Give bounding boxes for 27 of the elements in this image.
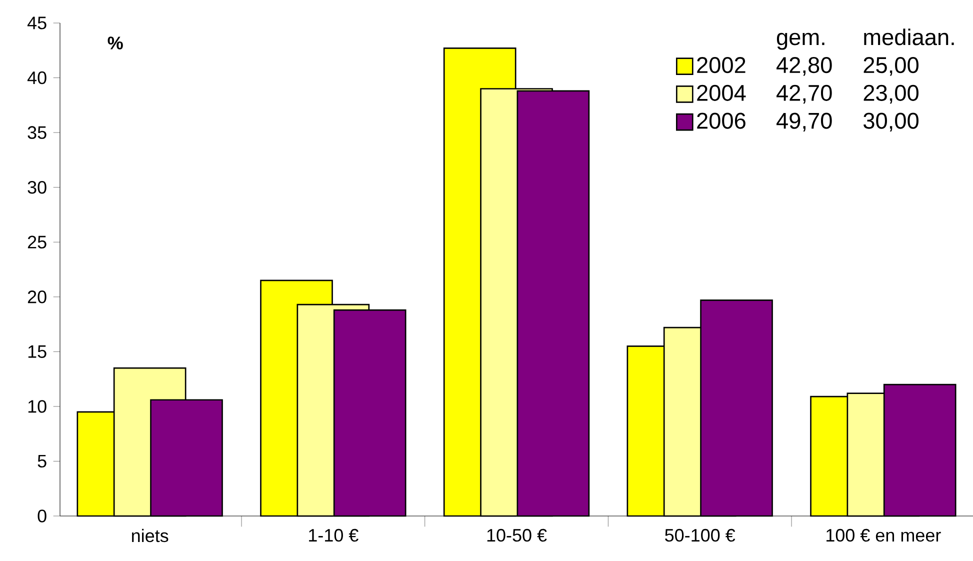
legend-label: 2002 <box>697 57 746 74</box>
y-tick-label: 15 <box>28 345 46 358</box>
annotation: 23,00 <box>864 84 918 104</box>
legend-label: 2004 <box>697 84 746 101</box>
legend-label: 2006 <box>697 112 746 129</box>
y-tick-label: 10 <box>28 400 46 413</box>
annotation: 49,70 <box>776 112 832 132</box>
annotation: 42,80 <box>776 57 832 76</box>
y-tick-label: 40 <box>27 71 46 84</box>
x-tick-label: 10-50 € <box>487 528 547 542</box>
y-tick-label: 5 <box>38 454 46 468</box>
y-axis-title: % <box>108 36 123 50</box>
x-tick-label: 1-10 € <box>309 528 358 542</box>
y-tick-label: 30 <box>28 180 46 194</box>
y-tick-label: 25 <box>28 236 46 248</box>
annotation: 42,70 <box>776 84 832 104</box>
x-tick-label: 100 € en meer <box>826 528 941 542</box>
x-tick-label: niets <box>132 528 168 542</box>
annotation: gem. <box>776 32 824 50</box>
annotation: 30,00 <box>864 112 918 132</box>
y-tick-label: 0 <box>38 510 46 522</box>
y-tick-label: 35 <box>28 126 46 139</box>
y-tick-label: 45 <box>27 16 46 30</box>
annotation: 25,00 <box>864 57 918 76</box>
x-tick-label: 50-100 € <box>665 528 736 542</box>
y-tick-label: 20 <box>28 290 46 304</box>
annotation: mediaan. <box>864 28 954 46</box>
